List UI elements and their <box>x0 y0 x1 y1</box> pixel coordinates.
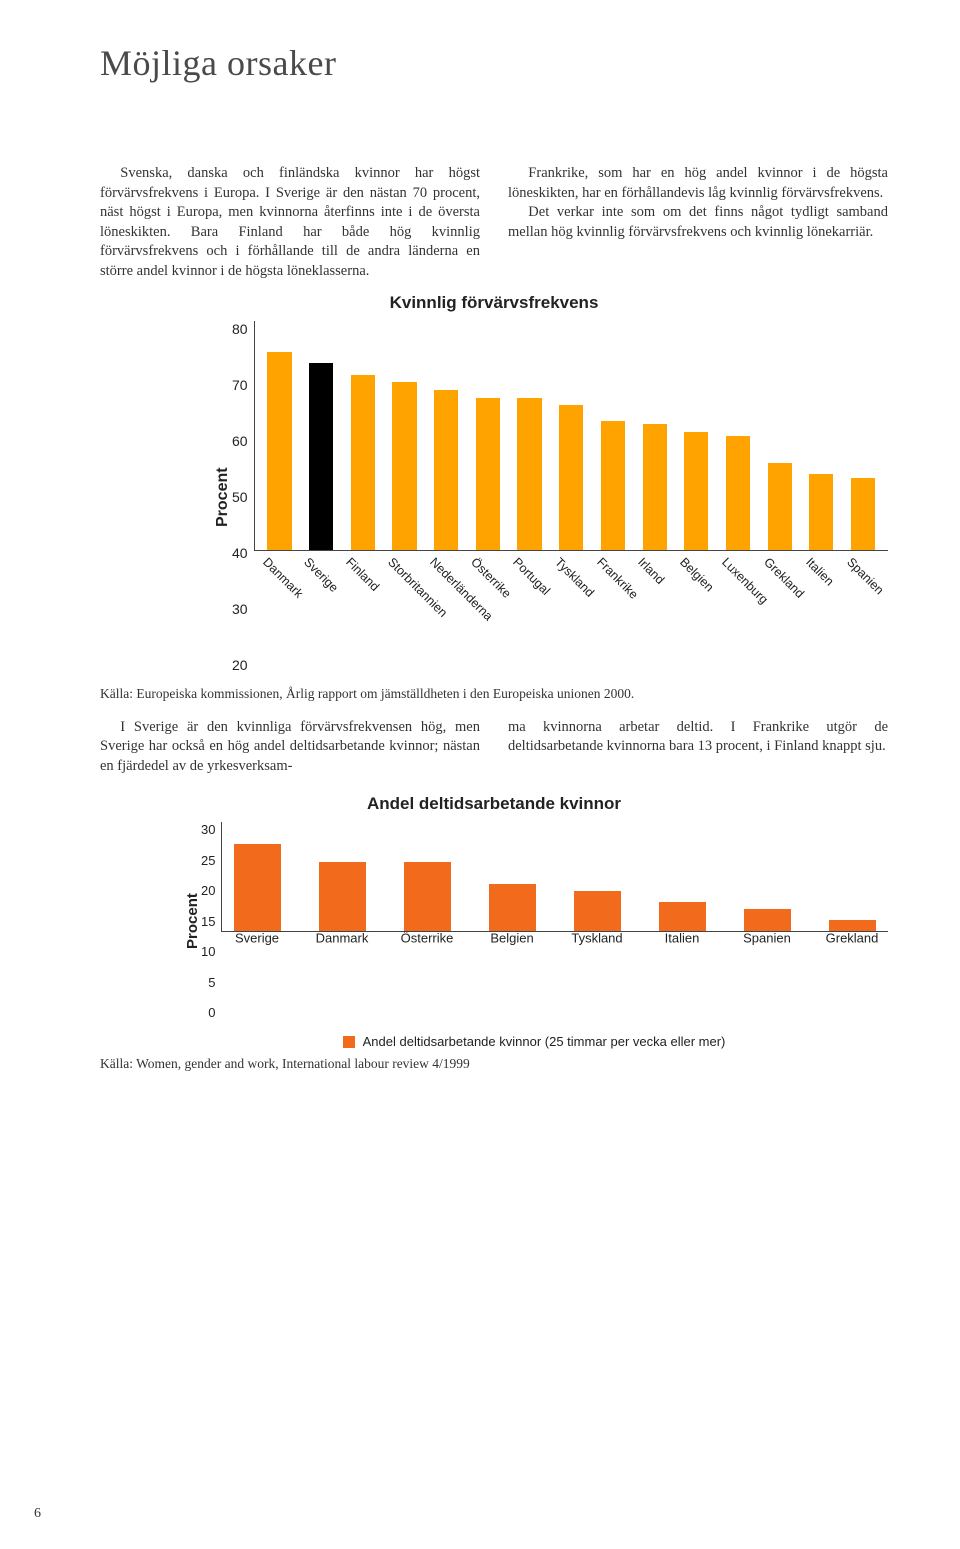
chart1-category-label: Belgien <box>677 555 716 594</box>
legend-label: Andel deltidsarbetande kvinnor (25 timma… <box>363 1034 726 1049</box>
chart1-bar <box>351 375 375 551</box>
chart1-bar <box>601 421 625 551</box>
chart2-bar <box>234 844 281 931</box>
chart1-bars <box>255 321 888 550</box>
chart2-bars <box>222 822 888 931</box>
chart2-title: Andel deltidsarbetande kvinnor <box>100 794 888 814</box>
chart2-legend: Andel deltidsarbetande kvinnor (25 timma… <box>180 1034 888 1049</box>
chart1-title: Kvinnlig förvärvsfrekvens <box>100 293 888 313</box>
chart2-category-label: Österrike <box>401 931 454 946</box>
chart1-category-label: Sverige <box>301 555 341 595</box>
chart2-category-label: Grekland <box>826 931 879 946</box>
page-title: Möjliga orsaker <box>100 42 888 84</box>
chart2-category-label: Spanien <box>744 931 792 946</box>
chart2-x-labels: Sverige Danmark Österrike Belgien Tyskland It… <box>221 932 888 1020</box>
chart1-bar <box>309 363 333 550</box>
chart1-bar <box>267 352 291 550</box>
intro-right-p2: Det verkar inte som om det finns något t… <box>508 203 888 242</box>
chart1-bar <box>768 463 792 551</box>
mid-left-p1: I Sverige är den kvinnliga förvärvsfrekv… <box>100 718 480 777</box>
chart1-x-labels: DanmarkSverigeFinlandStorbritannienNeder… <box>254 551 888 673</box>
chart1-category-label: Tyskland <box>552 555 597 600</box>
chart1-bar <box>476 398 500 551</box>
chart2-bar <box>319 862 366 931</box>
chart1-bar <box>851 478 875 551</box>
chart1-category-label: Italien <box>803 555 836 588</box>
intro-right-p1: Frankrike, som har en hög andel kvinnor … <box>508 164 888 203</box>
chart2-category-label: Belgien <box>491 931 534 946</box>
mid-right-p1: ma kvinnorna arbetar deltid. I Frankrike… <box>508 718 888 757</box>
chart2-category-label: Danmark <box>316 931 369 946</box>
chart1-category-label: Portugal <box>510 555 553 598</box>
mid-columns: I Sverige är den kvinnliga förvärvsfrekv… <box>100 718 888 777</box>
chart1-bar <box>392 382 416 550</box>
chart1-bar <box>684 432 708 550</box>
chart2-bar <box>744 909 791 931</box>
chart2-category-label: Italien <box>665 931 700 946</box>
chart1-source: Källa: Europeiska kommissionen, Årlig ra… <box>100 685 888 703</box>
chart2: Procent 302520151050 Sverige Danmark Öster… <box>180 822 888 1049</box>
chart1-bar <box>643 424 667 550</box>
chart1-bar <box>559 405 583 550</box>
legend-swatch <box>343 1036 355 1048</box>
chart2-category-label: Tyskland <box>572 931 623 946</box>
chart2-y-axis: 302520151050 <box>201 822 221 1020</box>
chart2-bar <box>574 891 621 931</box>
chart1-bar <box>517 398 541 551</box>
chart1-bar <box>726 436 750 551</box>
chart1-category-label: Finland <box>343 555 382 594</box>
chart2-category-label: Sverige <box>235 931 279 946</box>
chart2-bar <box>659 902 706 931</box>
chart1-category-label: Irland <box>636 555 668 587</box>
chart2-source: Källa: Women, gender and work, Internati… <box>100 1055 888 1073</box>
chart1-category-label: Spanien <box>844 555 886 597</box>
page-number: 6 <box>34 1506 41 1522</box>
chart2-y-label: Procent <box>180 822 201 1020</box>
chart1-y-axis: 80706050403020 <box>232 321 254 673</box>
chart1-bar <box>809 474 833 550</box>
chart1-bar <box>434 390 458 550</box>
chart2-bar <box>489 884 536 931</box>
chart2-bar <box>404 862 451 931</box>
chart1: Procent 80706050403020 DanmarkSverigeFin… <box>210 321 888 673</box>
intro-left-p1: Svenska, danska och finländska kvinnor h… <box>100 164 480 281</box>
chart1-y-label: Procent <box>210 321 232 673</box>
intro-columns: Svenska, danska och finländska kvinnor h… <box>100 164 888 281</box>
